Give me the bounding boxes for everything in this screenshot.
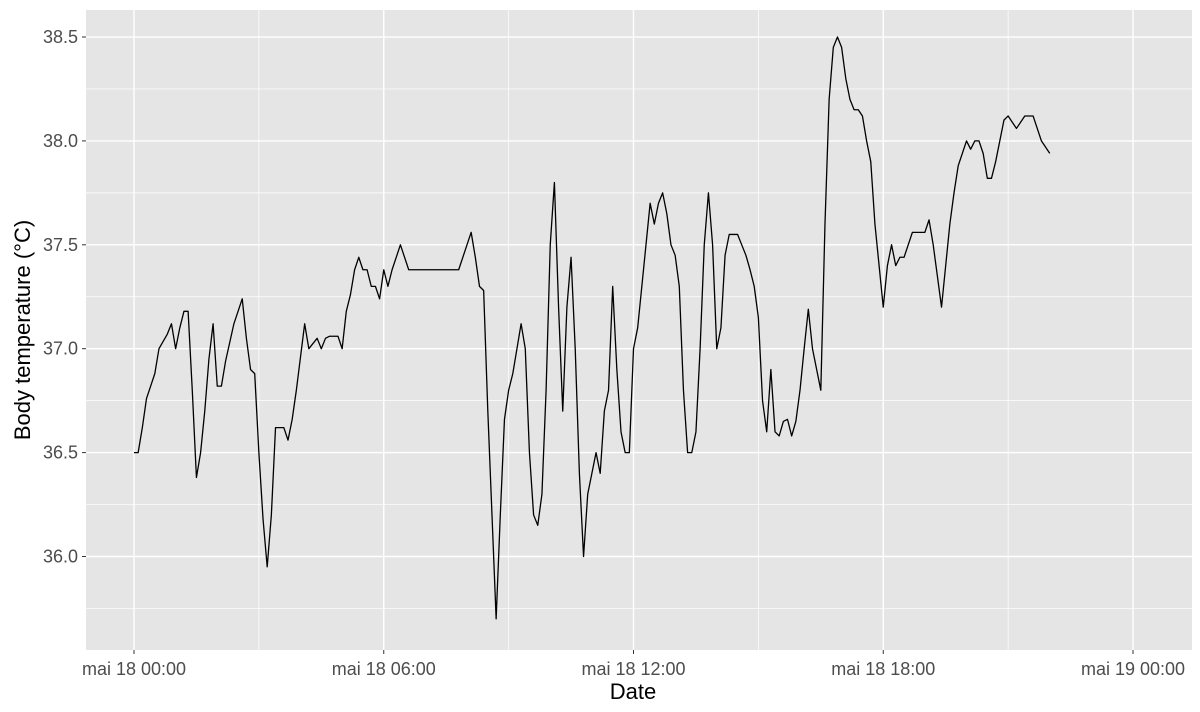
plot-panel — [86, 10, 1192, 650]
x-tick-label: mai 18 12:00 — [581, 659, 685, 679]
x-tick-label: mai 18 06:00 — [332, 659, 436, 679]
x-axis: mai 18 00:00 mai 18 06:00 mai 18 12:00 mai … — [82, 650, 1185, 679]
y-axis: 36.0 36.5 37.0 37.5 38.0 38.5 — [43, 27, 86, 566]
x-tick-label: mai 19 00:00 — [1081, 659, 1185, 679]
temperature-series-line — [134, 36, 1051, 620]
y-tick-label: 37.0 — [43, 339, 78, 359]
y-tick-label: 37.5 — [43, 235, 78, 255]
x-tick-label: mai 18 00:00 — [82, 659, 186, 679]
y-tick-label: 38.0 — [43, 131, 78, 151]
x-tick-label: mai 18 18:00 — [831, 659, 935, 679]
x-axis-title: Date — [610, 679, 656, 704]
major-gridlines — [86, 10, 1192, 650]
y-tick-label: 36.5 — [43, 443, 78, 463]
y-tick-label: 36.0 — [43, 546, 78, 566]
minor-gridlines — [86, 10, 1192, 650]
y-axis-title: Body temperature (°C) — [10, 220, 35, 440]
y-tick-label: 38.5 — [43, 27, 78, 47]
